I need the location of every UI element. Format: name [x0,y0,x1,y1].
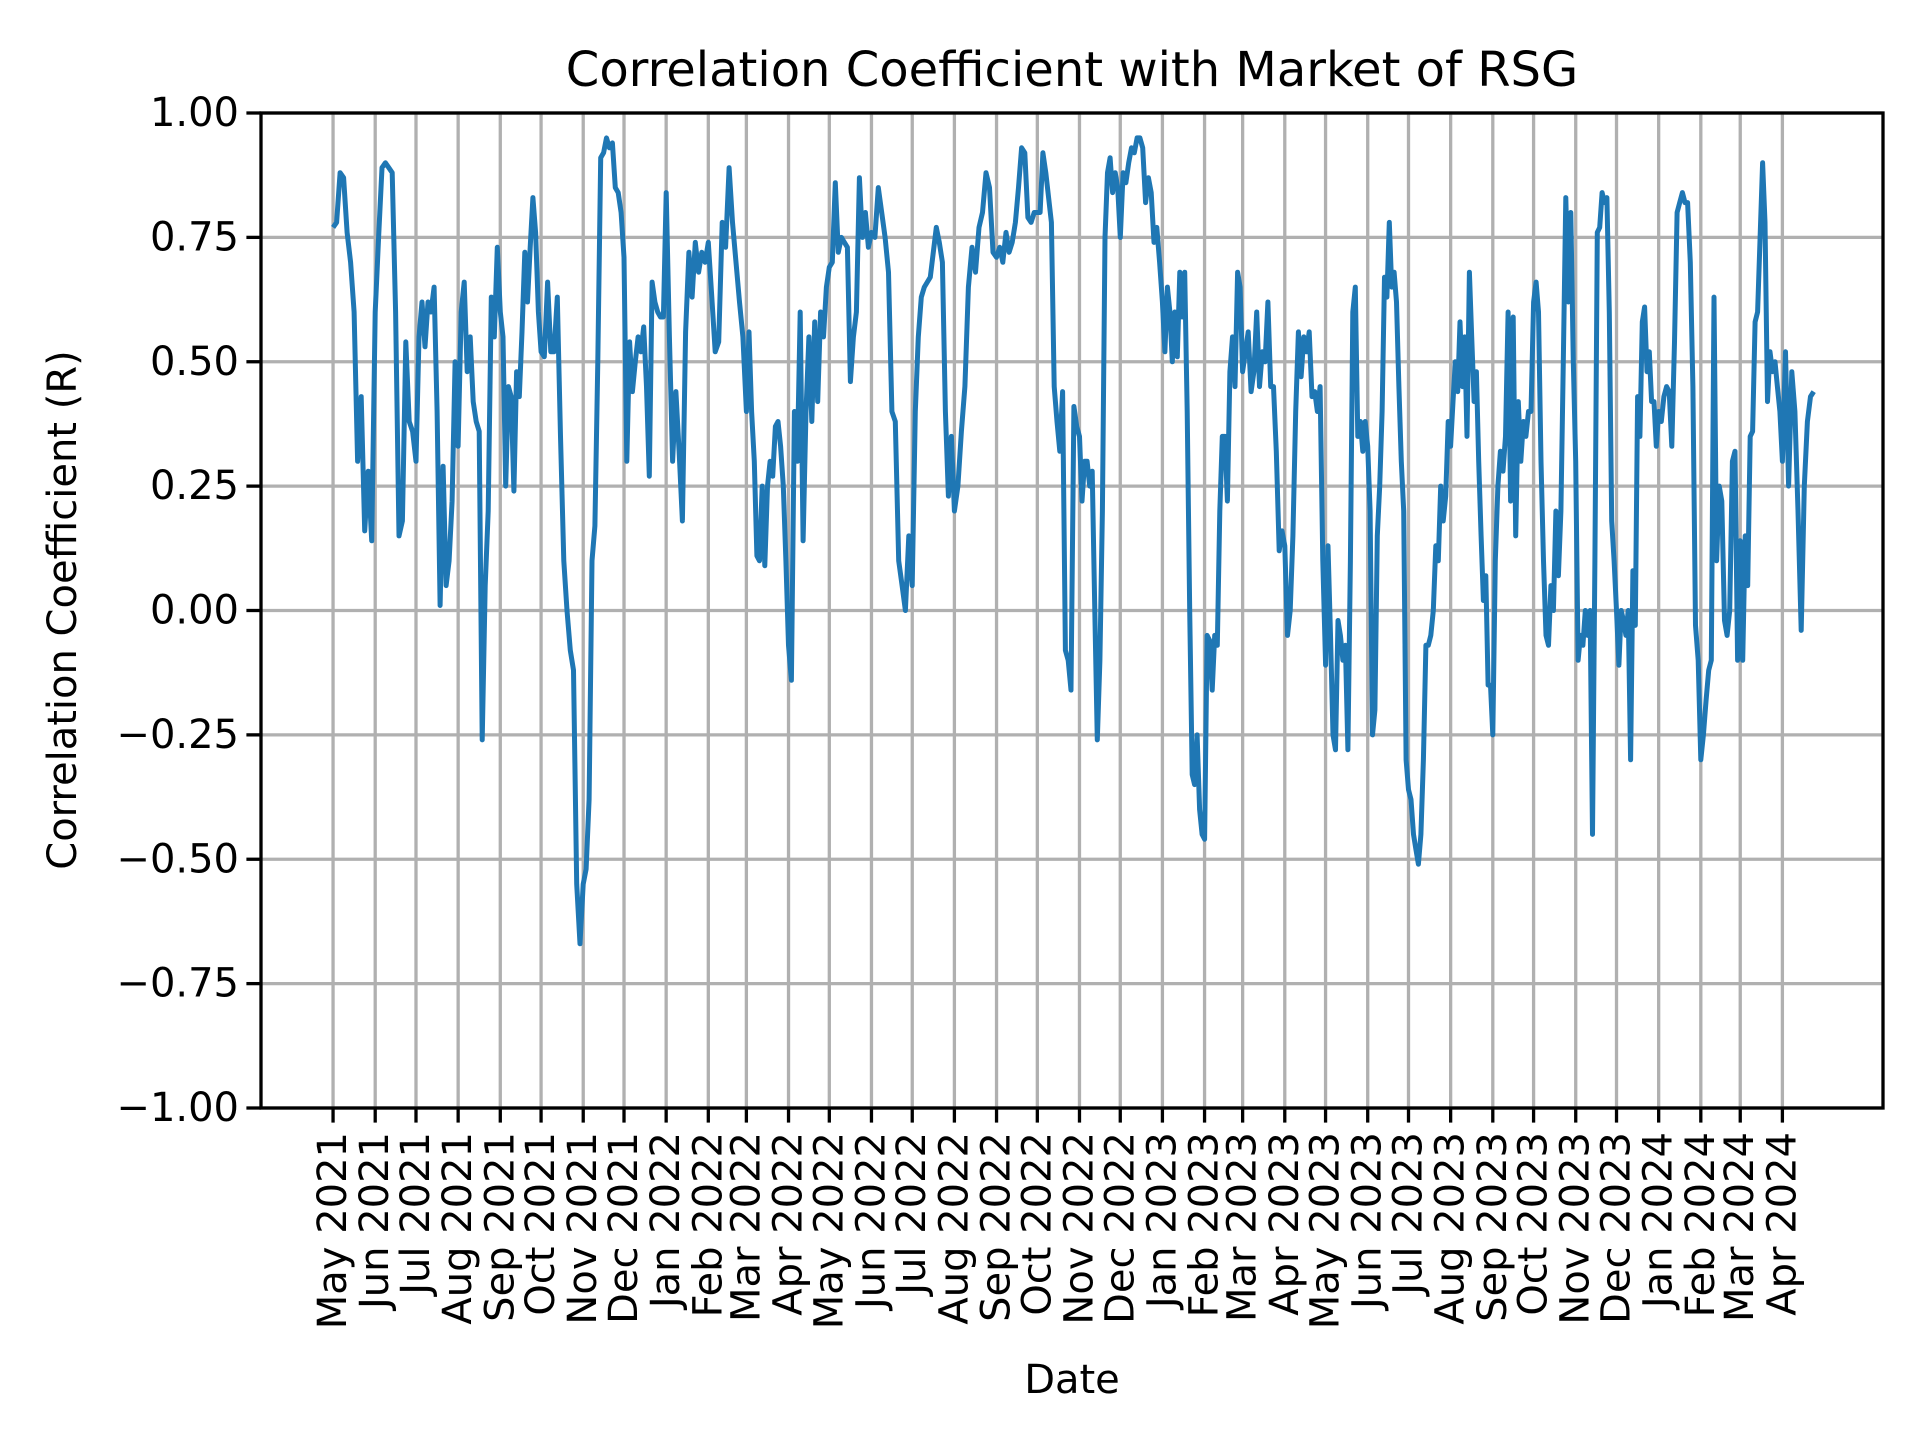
y-tick-label: 0.25 [150,463,239,509]
x-tick-label: Jul 2021 [393,1132,439,1298]
x-axis-label: Date [1024,1357,1120,1403]
x-tick-label: Jan 2024 [1636,1132,1682,1311]
y-tick-label: −0.50 [116,836,239,882]
y-tick-label: 0.00 [150,588,239,634]
x-tick-label: Apr 2022 [766,1132,812,1316]
x-tick-label: Dec 2022 [1097,1132,1143,1324]
x-tick-label: Dec 2021 [601,1132,647,1324]
x-tick-label: Aug 2022 [931,1132,977,1325]
x-tick-label: May 2021 [310,1132,356,1329]
x-tick-label: Sep 2021 [477,1132,523,1322]
correlation-series-line [331,135,1816,947]
x-tick-label: Mar 2023 [1220,1132,1266,1322]
x-tick-label: Jul 2022 [889,1132,935,1298]
x-tick-label: Nov 2022 [1056,1132,1102,1325]
x-tick-label: Mar 2024 [1717,1132,1763,1322]
x-tick-label: Dec 2023 [1594,1132,1640,1324]
x-tick-label: Oct 2022 [1014,1132,1060,1316]
x-tick-label: Jan 2022 [643,1132,689,1311]
x-tick-label: May 2023 [1303,1132,1349,1329]
x-tick-label: Apr 2023 [1262,1132,1308,1316]
x-tick-label: Nov 2021 [560,1132,606,1325]
y-tick-label: −0.75 [116,961,239,1007]
x-tick-label: Feb 2024 [1678,1132,1724,1317]
x-tick-label: Nov 2023 [1553,1132,1599,1325]
y-axis-label: Correlation Coefficient (R) [40,350,86,869]
chart-title: Correlation Coefficient with Market of R… [566,42,1578,98]
x-tick-label: Oct 2023 [1511,1132,1557,1316]
y-axis-ticks: −1.00 −0.75 −0.50 −0.25 0.00 0.25 0.50 0.75 1.00 [116,90,261,1131]
x-tick-label: Jun 2021 [352,1132,398,1312]
x-tick-label: Aug 2023 [1428,1132,1474,1325]
x-tick-label: Jul 2023 [1386,1132,1432,1298]
x-tick-label: Sep 2022 [974,1132,1020,1322]
y-tick-label: −0.25 [116,712,239,758]
x-tick-label: Feb 2022 [685,1132,731,1317]
y-tick-label: 1.00 [150,90,239,136]
x-tick-label: Jun 2023 [1345,1132,1391,1312]
y-tick-label: 0.75 [150,214,239,260]
y-tick-label: −1.00 [116,1085,239,1131]
x-tick-label: Oct 2021 [518,1132,564,1316]
x-tick-label: Sep 2023 [1470,1132,1516,1322]
x-tick-label: May 2022 [806,1132,852,1329]
x-tick-label: Feb 2023 [1182,1132,1228,1317]
x-tick-label: Jan 2023 [1139,1132,1185,1311]
y-tick-label: 0.50 [150,339,239,385]
x-tick-label: Aug 2021 [435,1132,481,1325]
x-tick-label: Mar 2022 [723,1132,769,1322]
x-tick-label: Apr 2024 [1759,1132,1805,1316]
x-tick-label: Jun 2022 [848,1132,894,1312]
series-group [331,135,1816,947]
